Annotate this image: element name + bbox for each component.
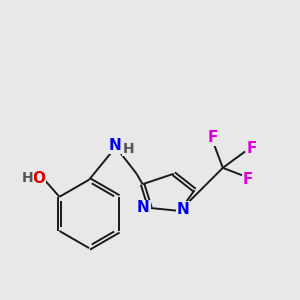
Text: N: N [137, 200, 150, 215]
Text: N: N [109, 138, 121, 153]
Text: H: H [21, 171, 33, 185]
Text: F: F [243, 172, 253, 187]
Text: O: O [32, 171, 45, 186]
Text: N: N [176, 202, 189, 217]
Text: F: F [247, 141, 257, 156]
Text: F: F [207, 130, 218, 145]
Text: H: H [122, 142, 134, 155]
